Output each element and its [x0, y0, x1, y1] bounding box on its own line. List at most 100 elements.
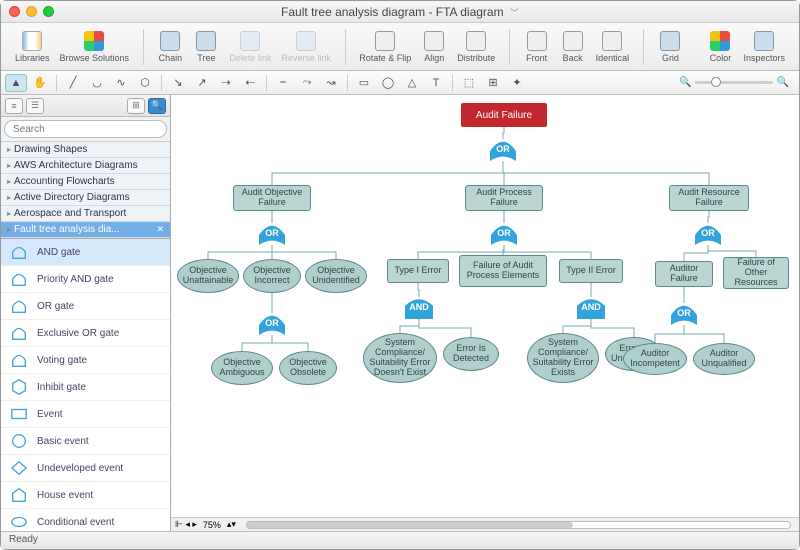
- misc-1[interactable]: ⬚: [458, 74, 480, 92]
- sidebar-categories: Drawing ShapesAWS Architecture DiagramsA…: [1, 142, 170, 239]
- sidebar-cat[interactable]: Drawing Shapes: [1, 142, 170, 158]
- zoom-value[interactable]: 75%: [203, 520, 221, 530]
- toolbar-libraries[interactable]: Libraries: [11, 29, 54, 65]
- curve-tool[interactable]: ∿: [110, 74, 132, 92]
- sidebar-cat[interactable]: Accounting Flowcharts: [1, 174, 170, 190]
- toolbar-chain[interactable]: Chain: [153, 29, 187, 65]
- arrow-tool-4[interactable]: ⇠: [239, 74, 261, 92]
- connector-3[interactable]: ↝: [320, 74, 342, 92]
- misc-2[interactable]: ⊞: [482, 74, 504, 92]
- node-e1[interactable]: Audit Objective Failure: [233, 185, 311, 211]
- arc-tool[interactable]: ◡: [86, 74, 108, 92]
- minimize-icon[interactable]: [26, 6, 37, 17]
- node-e3[interactable]: Audit Resource Failure: [669, 185, 749, 211]
- node-g1[interactable]: OR: [257, 223, 287, 245]
- sb-btn-grid[interactable]: ⊞: [127, 98, 145, 114]
- shape-house-event[interactable]: House event: [1, 482, 170, 509]
- node-e31[interactable]: Auditor Failure: [655, 261, 713, 287]
- sidebar-cat[interactable]: Aerospace and Transport: [1, 206, 170, 222]
- toolbar-tree[interactable]: Tree: [189, 29, 223, 65]
- node-b311[interactable]: Auditor Incompetent: [623, 343, 687, 375]
- node-e32[interactable]: Failure of Other Resources: [723, 257, 789, 289]
- sb-btn-2[interactable]: ☰: [26, 98, 44, 114]
- node-b12[interactable]: Objective Incorrect: [243, 259, 301, 293]
- node-e23[interactable]: Type II Error: [559, 259, 623, 283]
- toolbar-identical[interactable]: Identical: [592, 29, 634, 65]
- toolbar-reverse-link[interactable]: Reverse link: [277, 29, 335, 65]
- shape-basic-event[interactable]: Basic event: [1, 428, 170, 455]
- node-g23[interactable]: AND: [575, 297, 607, 319]
- toolbar-align[interactable]: Align: [417, 29, 451, 65]
- node-b121[interactable]: Objective Ambiguous: [211, 351, 273, 385]
- node-b212[interactable]: Error Is Detected: [443, 337, 499, 371]
- page-nav[interactable]: ⊩ ◂ ▸: [175, 519, 197, 530]
- toolbar-front[interactable]: Front: [520, 29, 554, 65]
- zoom-out-icon[interactable]: 🔍: [679, 77, 691, 88]
- shape-icon: [7, 377, 31, 397]
- connector-2[interactable]: ⤳: [296, 74, 318, 92]
- toolbar-back[interactable]: Back: [556, 29, 590, 65]
- node-e22[interactable]: Failure of Audit Process Elements: [459, 255, 547, 287]
- zoom-stepper[interactable]: ▴▾: [227, 519, 236, 530]
- zoom-icon[interactable]: [43, 6, 54, 17]
- shape-conditional-event[interactable]: Conditional event: [1, 509, 170, 531]
- misc-3[interactable]: ✦: [506, 74, 528, 92]
- sidebar-cat[interactable]: AWS Architecture Diagrams: [1, 158, 170, 174]
- canvas-footer: ⊩ ◂ ▸ 75% ▴▾: [171, 517, 799, 531]
- node-b122[interactable]: Objective Obsolete: [279, 351, 337, 385]
- toolbar-rotate-flip[interactable]: Rotate & Flip: [355, 29, 415, 65]
- close-icon[interactable]: [9, 6, 20, 17]
- toolbar-inspectors[interactable]: Inspectors: [739, 29, 789, 65]
- node-b211[interactable]: System Compliance/ Suitability Error Doe…: [363, 333, 437, 383]
- node-g12[interactable]: OR: [257, 313, 287, 335]
- arrow-tool-2[interactable]: ↗: [191, 74, 213, 92]
- node-g3[interactable]: OR: [693, 223, 723, 245]
- chevron-down-icon[interactable]: ﹀: [510, 8, 519, 18]
- shape-voting-gate[interactable]: Voting gate: [1, 347, 170, 374]
- toolbar-color[interactable]: Color: [703, 29, 737, 65]
- line-tool[interactable]: ╱: [62, 74, 84, 92]
- pointer-tool[interactable]: ▲: [5, 74, 27, 92]
- node-g31[interactable]: OR: [669, 303, 699, 325]
- hand-tool[interactable]: ✋: [29, 74, 51, 92]
- sb-btn-1[interactable]: ≡: [5, 98, 23, 114]
- main: ≡ ☰ ⊞ 🔍 Drawing ShapesAWS Architecture D…: [1, 95, 799, 531]
- canvas[interactable]: Audit Failure OR Audit Objective Failure Au…: [171, 95, 799, 531]
- shape-or-gate[interactable]: OR gate: [1, 293, 170, 320]
- toolbar-delete-link[interactable]: Delete link: [225, 29, 275, 65]
- node-b11[interactable]: Objective Unattainable: [177, 259, 239, 293]
- zoom-slider[interactable]: 🔍 🔍: [679, 77, 789, 88]
- shape-priority-and-gate[interactable]: Priority AND gate: [1, 266, 170, 293]
- node-b312[interactable]: Auditor Unqualified: [693, 343, 755, 375]
- node-b231[interactable]: System Compliance/ Suitability Error Exi…: [527, 333, 599, 383]
- node-e21[interactable]: Type I Error: [387, 259, 449, 283]
- sb-btn-search[interactable]: 🔍: [148, 98, 166, 114]
- sidebar-cat[interactable]: Fault tree analysis dia...: [1, 222, 170, 238]
- shape-tri[interactable]: △: [401, 74, 423, 92]
- arrow-tool-1[interactable]: ↘: [167, 74, 189, 92]
- shape-and-gate[interactable]: AND gate: [1, 239, 170, 266]
- shape-rect[interactable]: ▭: [353, 74, 375, 92]
- search-input[interactable]: [4, 120, 167, 138]
- shape-inhibit-gate[interactable]: Inhibit gate: [1, 374, 170, 401]
- toolbar-distribute[interactable]: Distribute: [453, 29, 499, 65]
- node-g0[interactable]: OR: [488, 139, 518, 161]
- toolbar-grid[interactable]: Grid: [653, 29, 687, 65]
- arrow-tool-3[interactable]: ⇢: [215, 74, 237, 92]
- poly-tool[interactable]: ⬡: [134, 74, 156, 92]
- shape-undeveloped-event[interactable]: Undeveloped event: [1, 455, 170, 482]
- text-tool[interactable]: T: [425, 74, 447, 92]
- connector-1[interactable]: ⎯: [272, 74, 294, 92]
- zoom-in-icon[interactable]: 🔍: [777, 77, 789, 88]
- sidebar-cat[interactable]: Active Directory Diagrams: [1, 190, 170, 206]
- node-g21[interactable]: AND: [403, 297, 435, 319]
- shape-ell[interactable]: ◯: [377, 74, 399, 92]
- shape-event[interactable]: Event: [1, 401, 170, 428]
- shape-exclusive-or-gate[interactable]: Exclusive OR gate: [1, 320, 170, 347]
- hscrollbar[interactable]: [246, 521, 791, 529]
- node-root[interactable]: Audit Failure: [461, 103, 547, 127]
- node-b13[interactable]: Objective Unidentified: [305, 259, 367, 293]
- node-g2[interactable]: OR: [489, 223, 519, 245]
- toolbar-browse-solutions[interactable]: Browse Solutions: [56, 29, 134, 65]
- node-e2[interactable]: Audit Process Failure: [465, 185, 543, 211]
